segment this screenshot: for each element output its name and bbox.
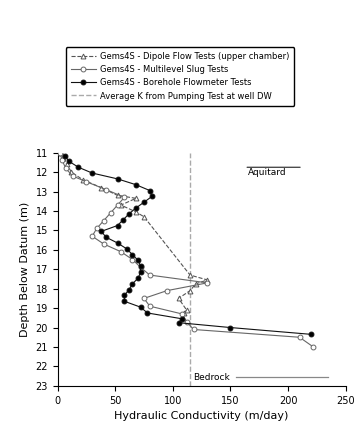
Legend: Gems4S - Dipole Flow Tests (upper chamber), Gems4S - Multilevel Slug Tests, Gems: Gems4S - Dipole Flow Tests (upper chambe…: [66, 47, 294, 106]
X-axis label: Hydraulic Conductivity (m/day): Hydraulic Conductivity (m/day): [114, 411, 289, 421]
Text: Aquitard: Aquitard: [248, 168, 286, 177]
Text: Bedrock: Bedrock: [194, 373, 230, 382]
Y-axis label: Depth Below Datum (m): Depth Below Datum (m): [20, 202, 30, 337]
